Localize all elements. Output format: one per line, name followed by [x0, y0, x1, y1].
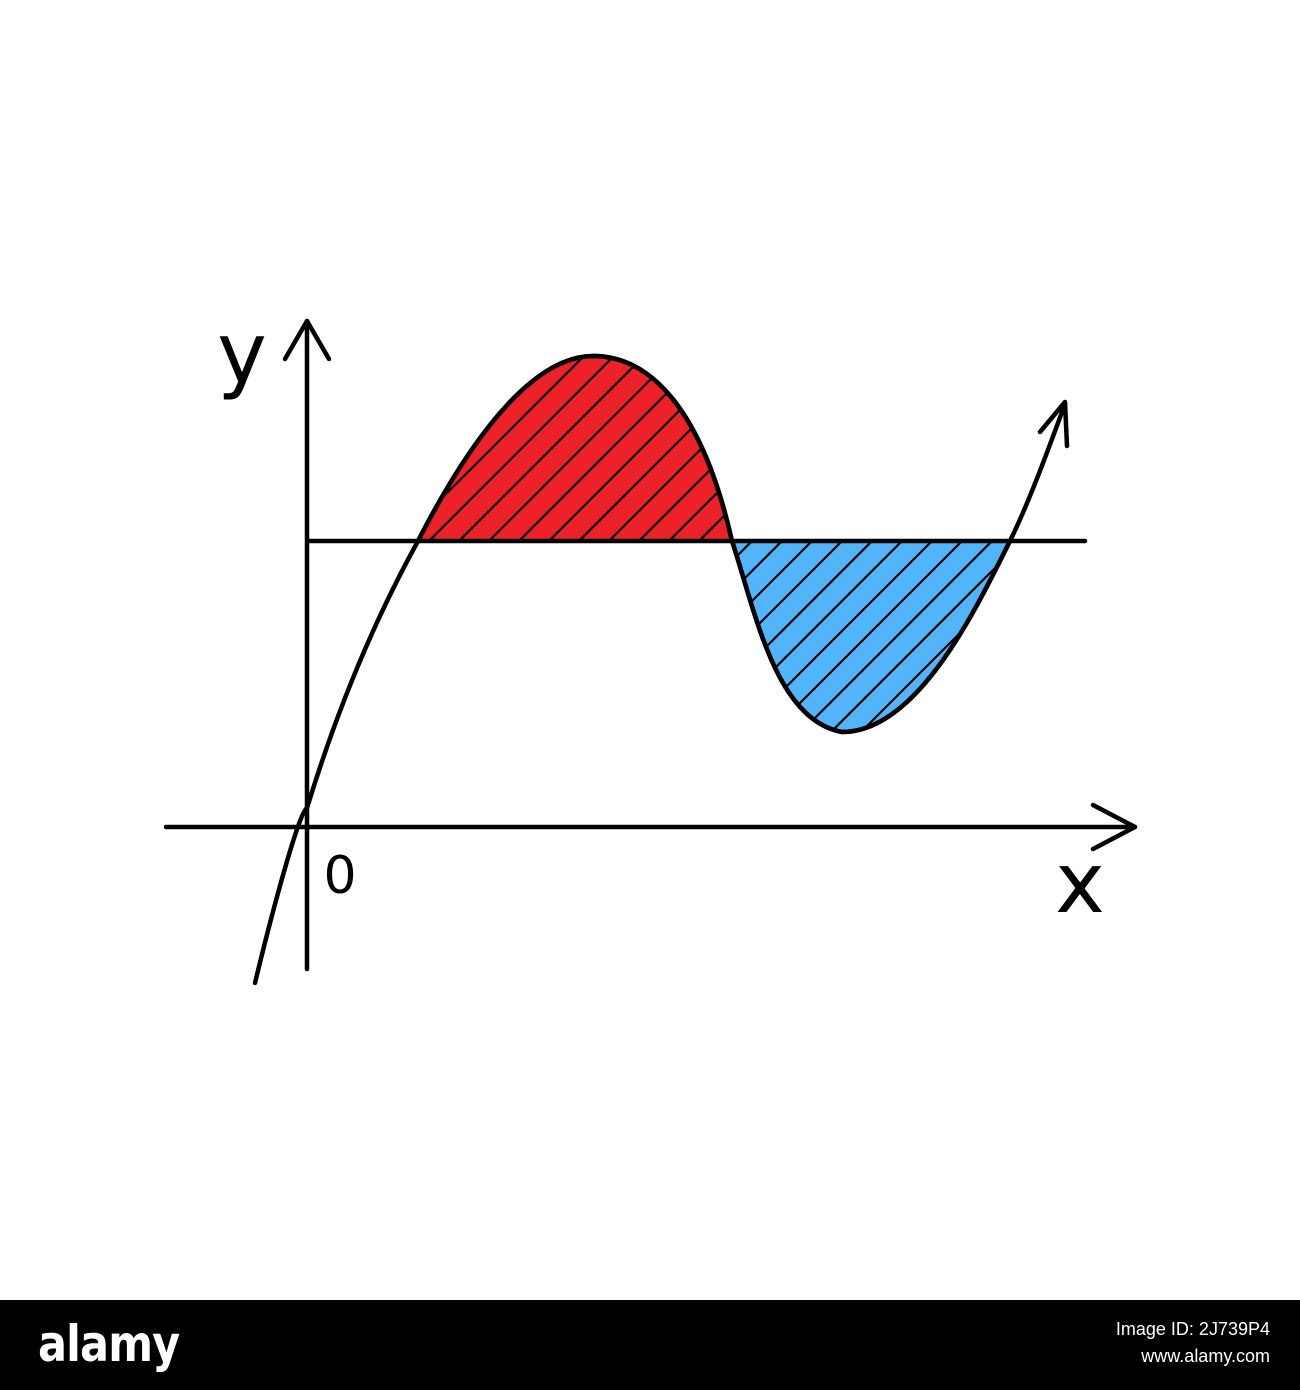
shaded-region-below-line [732, 541, 1010, 732]
hatch-line [1123, 538, 1300, 740]
image-meta: Image ID: 2J739P4 www.alamy.com [1116, 1316, 1270, 1370]
alamy-logo: alamy [38, 1315, 180, 1373]
hatch-line [574, 356, 732, 541]
hatch-line [785, 350, 980, 545]
region-outline-below [729, 539, 1013, 735]
shaded-region-above-line [418, 356, 732, 541]
hatch-line [1063, 538, 1265, 740]
x-axis-label: x [1055, 834, 1105, 932]
hatch-line [822, 541, 1010, 732]
hatch-line [664, 356, 732, 541]
hatch-line [1153, 538, 1300, 740]
image-id-text: Image ID: 2J739P4 [1115, 1319, 1270, 1339]
hatch-line [1183, 538, 1300, 740]
hatch-line [418, 356, 441, 541]
y-axis-label: y [217, 304, 267, 402]
hatch-line [732, 541, 816, 732]
hatch-line [755, 350, 950, 545]
hatch-line [972, 541, 1010, 732]
hatch-line [1093, 538, 1295, 740]
hatch-line [523, 538, 725, 740]
function-graph-diagram: y x 0 [163, 304, 1300, 986]
hatch-line [852, 541, 1010, 732]
origin-label: 0 [323, 846, 356, 906]
hatch-line [792, 541, 996, 732]
hatch-line [732, 541, 876, 732]
hatch-line [1033, 538, 1235, 740]
hatch-line [732, 541, 786, 732]
hatch-line [724, 356, 732, 541]
hatch-line [1002, 541, 1010, 732]
curve-arrowhead [1037, 399, 1070, 449]
x-axis-arrowhead [1090, 802, 1138, 852]
hatch-line [905, 350, 1100, 545]
hatch-line [484, 356, 681, 541]
site-url-text: www.alamy.com [1141, 1346, 1270, 1366]
hatch-line [845, 350, 1040, 545]
hatch-line [1213, 538, 1300, 740]
hatch-line [732, 541, 756, 732]
hatch-line [424, 356, 621, 541]
hatch-line [634, 356, 732, 541]
stock-watermark-bar: alamy Image ID: 2J739P4 www.alamy.com [0, 1300, 1300, 1390]
hatch-line [454, 356, 651, 541]
hatch-line [815, 350, 1010, 545]
region-outline-above [415, 353, 735, 543]
hatch-line [875, 350, 1070, 545]
y-axis-arrowhead [282, 318, 332, 362]
